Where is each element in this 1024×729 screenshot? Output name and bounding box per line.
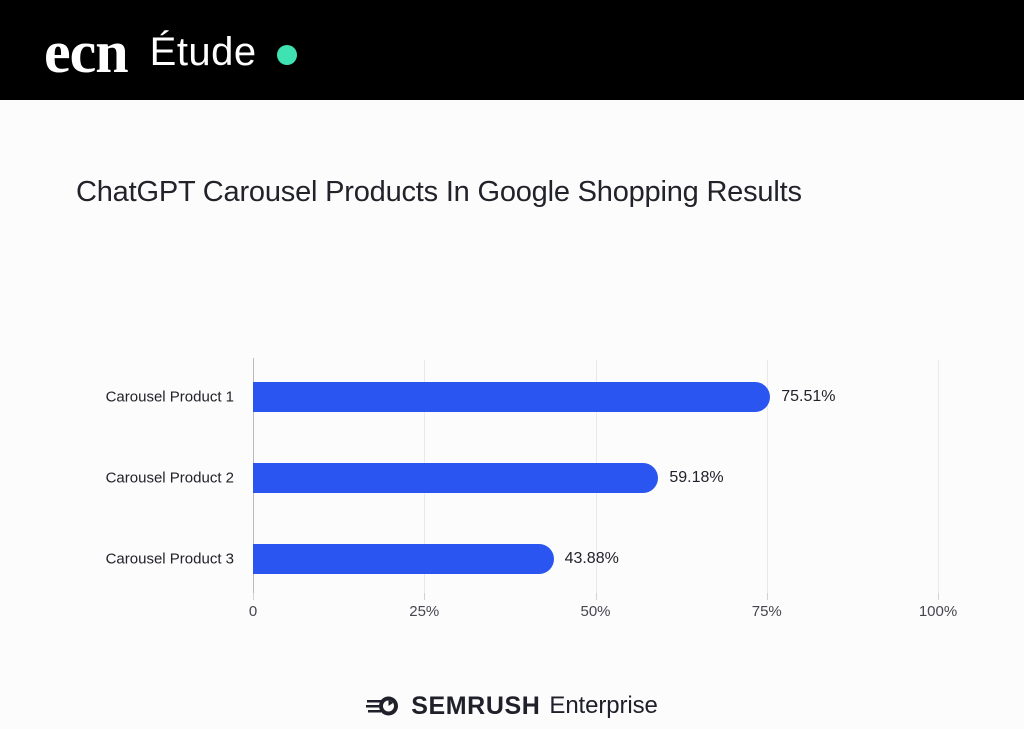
bar[interactable] [253, 544, 554, 574]
x-gridline-75% [766, 360, 768, 593]
bar[interactable] [253, 382, 771, 412]
bar-row: Carousel Product 3 43.88% [0, 529, 1024, 589]
bar-value-label: 75.51% [781, 388, 836, 405]
x-tick-label: 50% [580, 603, 611, 620]
semrush-product-name: Enterprise [549, 692, 658, 719]
bar-row: Carousel Product 1 75.51% [0, 367, 1024, 427]
x-gridline-100% [938, 360, 939, 593]
x-tick-mark-25% [424, 593, 426, 600]
x-tick-mark-0 [253, 593, 254, 600]
brand-header-bar: ecn Étude [0, 0, 1024, 100]
status-dot-icon [276, 45, 297, 65]
brand-logo-etude: Étude [149, 30, 257, 74]
x-tick-label: 75% [751, 603, 782, 620]
bar-row: Carousel Product 2 59.18% [0, 448, 1024, 508]
x-tick-label: 0 [248, 603, 258, 620]
x-tick-label: 100% [918, 603, 958, 620]
semrush-brand-name: SEMRUSH [411, 691, 541, 720]
semrush-comet-icon [366, 696, 399, 716]
category-label: Carousel Product 1 [105, 388, 234, 406]
category-label: Carousel Product 2 [105, 469, 234, 487]
bar[interactable] [253, 463, 659, 493]
bar-value-label: 59.18% [669, 469, 724, 486]
chart-card: ChatGPT Carousel Products In Google Shop… [0, 100, 1024, 720]
x-tick-mark-100% [938, 593, 939, 600]
category-label: Carousel Product 3 [105, 550, 234, 568]
x-tick-label: 25% [409, 603, 440, 620]
x-tick-mark-75% [766, 593, 768, 600]
semrush-footer: SEMRUSH Enterprise [0, 683, 1024, 729]
x-tick-mark-50% [595, 593, 597, 600]
bar-value-label: 43.88% [564, 550, 619, 567]
bar-chart-plot-area: 0 25% 50% 75% 100% Carousel Product 1 75.51% C… [0, 255, 1024, 673]
chart-title: ChatGPT Carousel Products In Google Shop… [76, 176, 802, 208]
brand-logo-ecn: ecn [44, 19, 129, 85]
